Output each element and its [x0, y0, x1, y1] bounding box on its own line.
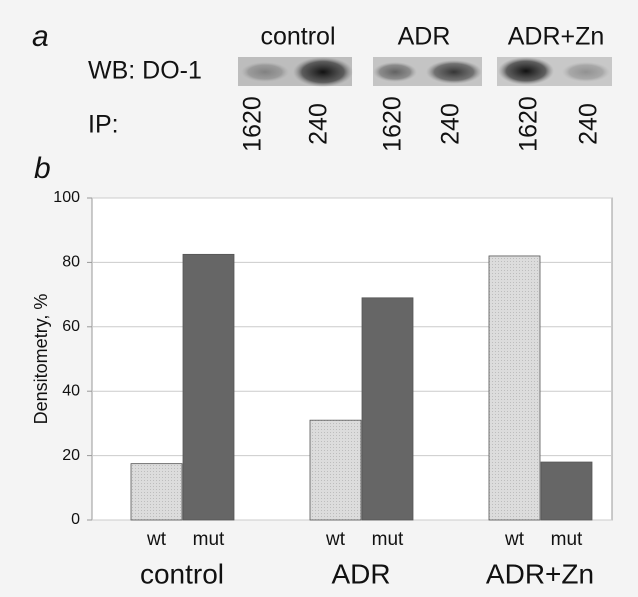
bar — [362, 298, 413, 520]
bar-label: wt — [325, 529, 346, 550]
panel-label: a — [32, 20, 49, 53]
row-label: WB: DO-1 — [88, 57, 202, 85]
bar — [310, 420, 361, 520]
group-label: ADR+Zn — [508, 23, 605, 51]
bar — [541, 462, 592, 520]
bar — [183, 254, 234, 520]
bar — [131, 464, 182, 520]
lane-label: 240 — [437, 103, 465, 145]
page: a WB: DO-1 IP: control ADR ADR+Zn 1620 2… — [0, 0, 638, 597]
bar-label: wt — [504, 529, 525, 550]
x-tick-label: control — [140, 558, 224, 589]
bar-label: mut — [551, 529, 583, 550]
lane-label: 1620 — [515, 96, 543, 152]
y-tick-label: 0 — [71, 511, 80, 528]
y-tick-label: 20 — [62, 447, 80, 464]
lane-label: 240 — [305, 103, 333, 145]
group-label: control — [260, 23, 335, 51]
bar-label: mut — [372, 529, 404, 550]
figure: a WB: DO-1 IP: control ADR ADR+Zn 1620 2… — [0, 0, 638, 597]
y-tick-label: 60 — [62, 318, 80, 335]
y-tick-label: 40 — [62, 382, 80, 399]
y-tick-label: 100 — [53, 189, 80, 206]
bar-label: wt — [146, 529, 167, 550]
bar — [489, 256, 540, 520]
y-tick-label: 80 — [62, 254, 80, 271]
blot — [238, 57, 612, 87]
lane-label: 240 — [575, 103, 603, 145]
x-tick-label: ADR+Zn — [486, 558, 594, 589]
panel-label: b — [34, 152, 51, 185]
x-tick-label: ADR — [331, 558, 390, 589]
lane-label: 1620 — [379, 96, 407, 152]
group-label: ADR — [398, 23, 451, 51]
lane-label: 1620 — [239, 96, 267, 152]
y-axis-title: Densitometry, % — [31, 294, 51, 425]
ip-label: IP: — [88, 111, 119, 139]
bar-label: mut — [193, 529, 225, 550]
